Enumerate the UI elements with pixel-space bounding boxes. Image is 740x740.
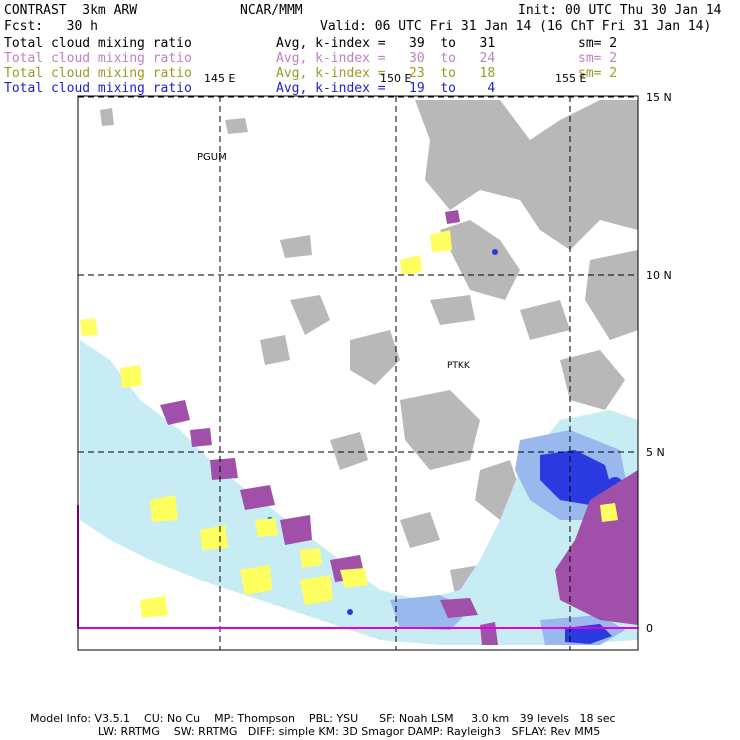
map-border — [77, 95, 639, 651]
field-name-2: Total cloud mixing ratio — [4, 51, 192, 66]
title-center: NCAR/MMM — [240, 3, 303, 18]
field-name-4: Total cloud mixing ratio — [4, 81, 192, 96]
field-name-1: Total cloud mixing ratio — [4, 36, 192, 51]
field-sm-3: sm= 2 — [578, 66, 618, 81]
lat-label-10n: 10 N — [646, 269, 672, 282]
model-info-line1: Model Info: V3.5.1 CU: No Cu MP: Thompso… — [30, 712, 616, 725]
lon-label-145: 145 E — [204, 72, 236, 85]
lat-label-15n: 15 N — [646, 91, 672, 104]
lon-label-155: 155 E — [555, 72, 587, 85]
field-range-4: Avg, k-index = 19 to 4 — [276, 81, 496, 96]
forecast-hour: Fcst: 30 h — [4, 19, 98, 34]
station-pgum: PGUM — [197, 152, 227, 163]
graticule — [78, 96, 638, 650]
model-info-line2: LW: RRTMG SW: RRTMG DIFF: simple KM: 3D … — [98, 725, 601, 738]
lon-label-150: 150 E — [380, 72, 412, 85]
lat-label-0: 0 — [646, 622, 653, 635]
field-range-1: Avg, k-index = 39 to 31 — [276, 36, 496, 51]
field-range-2: Avg, k-index = 30 to 24 — [276, 51, 496, 66]
valid-time: Valid: 06 UTC Fri 31 Jan 14 (16 ChT Fri … — [320, 19, 712, 34]
field-name-3: Total cloud mixing ratio — [4, 66, 192, 81]
lat-label-5n: 5 N — [646, 446, 665, 459]
field-range-3: Avg, k-index = 23 to 18 — [276, 66, 496, 81]
purple-cloud-field — [160, 210, 638, 645]
field-sm-1: sm= 2 — [578, 36, 618, 51]
init-time: Init: 00 UTC Thu 30 Jan 14 — [518, 3, 722, 18]
station-ptkk: PTKK — [447, 361, 470, 371]
yellow-cloud-field — [80, 230, 618, 618]
title-left: CONTRAST 3km ARW — [4, 3, 138, 18]
field-sm-2: sm= 2 — [578, 51, 618, 66]
